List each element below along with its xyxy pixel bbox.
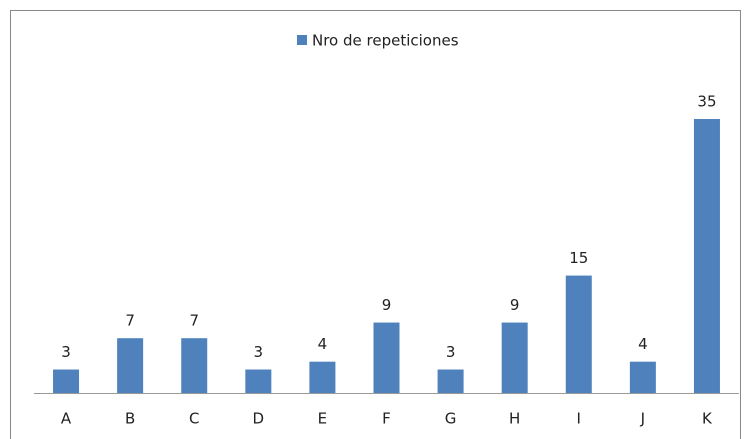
data-label: 7 <box>125 312 135 330</box>
x-tick-label: H <box>509 410 520 428</box>
legend-label: Nro de repeticiones <box>312 32 459 50</box>
x-tick-label: K <box>702 410 713 428</box>
x-tick-label: J <box>640 410 645 428</box>
bar <box>693 119 720 393</box>
bar <box>565 275 592 393</box>
legend-swatch <box>297 35 307 45</box>
data-label: 9 <box>510 296 520 314</box>
bar <box>53 369 80 393</box>
bar <box>437 369 464 393</box>
data-label: 3 <box>254 343 264 361</box>
bar <box>501 322 528 393</box>
x-tick-label: D <box>253 410 265 428</box>
data-label: 3 <box>61 343 71 361</box>
x-tick-label: A <box>61 410 72 428</box>
x-tick-label: G <box>445 410 457 428</box>
data-label: 4 <box>638 335 648 353</box>
bar <box>181 338 208 393</box>
bar <box>629 361 656 393</box>
x-tick-label: B <box>125 410 135 428</box>
x-tick-label: E <box>318 410 327 428</box>
bar <box>373 322 400 393</box>
x-tick-label: I <box>577 410 581 428</box>
data-label: 15 <box>569 249 588 267</box>
data-label: 7 <box>189 312 199 330</box>
x-tick-label: C <box>189 410 199 428</box>
bar <box>245 369 272 393</box>
x-tick-label: F <box>382 410 391 428</box>
data-label: 3 <box>446 343 456 361</box>
bar <box>117 338 144 393</box>
data-label: 9 <box>382 296 392 314</box>
data-label: 4 <box>318 335 328 353</box>
bar <box>309 361 336 393</box>
data-label: 35 <box>697 93 716 111</box>
